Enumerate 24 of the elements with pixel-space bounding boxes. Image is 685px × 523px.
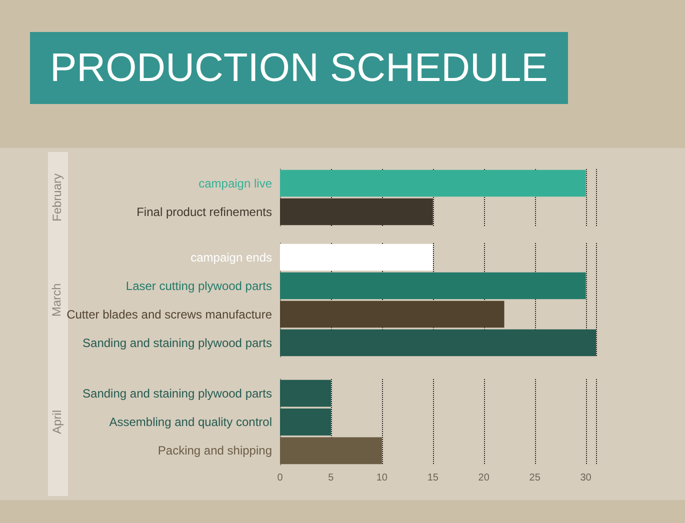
- y-tick-label: Laser cutting plywood parts: [126, 278, 272, 293]
- x-tick-label: 25: [529, 472, 541, 484]
- bar: [280, 244, 433, 271]
- y-axis-title: March: [50, 283, 64, 317]
- y-tick-label: Sanding and staining plywood parts: [82, 336, 272, 350]
- y-tick-label: campaign live: [198, 176, 272, 190]
- y-tick-label: campaign ends: [190, 250, 272, 264]
- x-tick-label: 30: [580, 472, 592, 484]
- x-tick-label: 10: [376, 472, 388, 484]
- y-tick-label: Cutter blades and screws manufacture: [66, 307, 272, 322]
- chart-title: PRODUCTION SCHEDULE: [30, 32, 568, 104]
- y-axis-title: April: [50, 410, 64, 434]
- y-tick-label: Assembling and quality control: [109, 415, 272, 429]
- x-tick-label: 0: [277, 472, 284, 484]
- x-tick-label: 15: [427, 472, 439, 484]
- bar: [280, 329, 596, 356]
- y-tick-label: Sanding and staining plywood parts: [82, 386, 272, 400]
- x-tick-label: 5: [328, 472, 334, 484]
- y-axis-title: February: [50, 173, 64, 222]
- bar: [280, 272, 586, 300]
- bar: [280, 300, 504, 328]
- x-tick-label: 20: [478, 472, 490, 484]
- y-tick-label: Packing and shipping: [158, 444, 272, 458]
- y-tick-label: Final product refinements: [136, 204, 272, 219]
